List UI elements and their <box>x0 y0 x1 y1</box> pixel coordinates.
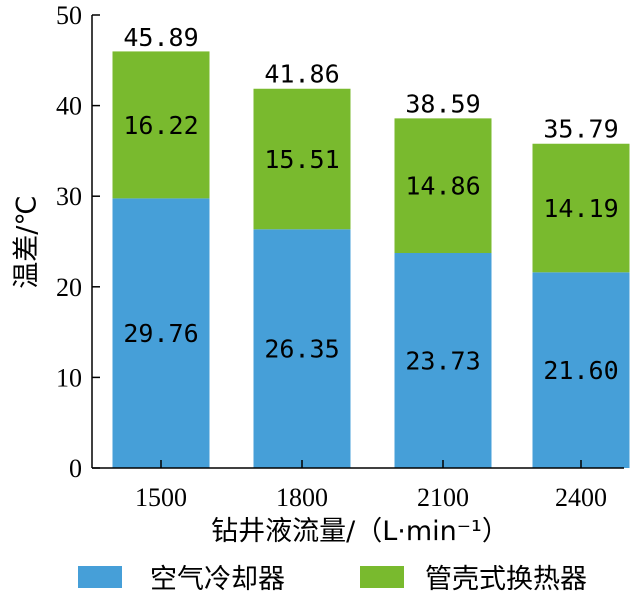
value-labels-group: 29.76 16.22 45.89 26.35 15.51 41.86 23.73 14.86… <box>123 23 618 385</box>
total-label: 41.86 <box>264 60 339 89</box>
value-label-shell-tube-exchanger: 16.22 <box>123 111 198 140</box>
y-tick-label: 20 <box>56 273 82 302</box>
value-label-shell-tube-exchanger: 14.19 <box>543 194 618 223</box>
x-tick-label: 1800 <box>276 483 328 512</box>
axes-group <box>91 15 624 469</box>
x-tick-label: 2100 <box>417 483 469 512</box>
legend-swatch-air-cooler <box>78 566 122 588</box>
total-label: 35.79 <box>543 115 618 144</box>
total-label: 38.59 <box>405 89 480 118</box>
bar-segment-shell-tube-exchanger <box>253 88 351 230</box>
y-tick-label: 0 <box>69 454 82 483</box>
value-label-shell-tube-exchanger: 15.51 <box>264 145 339 174</box>
total-label: 45.89 <box>123 23 198 52</box>
legend: 空气冷却器 管壳式换热器 <box>78 564 587 595</box>
y-tick-label: 30 <box>56 182 82 211</box>
bar-segment-air-cooler <box>394 253 492 468</box>
y-tick-label: 40 <box>56 92 82 121</box>
legend-label-air-cooler: 空气冷却器 <box>150 564 285 595</box>
value-label-air-cooler: 23.73 <box>405 347 480 376</box>
bars-group <box>112 51 630 469</box>
y-tick-label: 10 <box>56 363 82 392</box>
legend-label-shell-tube-exchanger: 管壳式换热器 <box>425 564 587 595</box>
x-ticks-group: 1500 1800 2100 2400 <box>135 460 607 512</box>
y-ticks-group: 0 10 20 30 40 50 <box>56 1 100 483</box>
legend-swatch-shell-tube-exchanger <box>360 566 404 588</box>
bar-segment-shell-tube-exchanger <box>532 143 630 273</box>
bar-segment-shell-tube-exchanger <box>394 118 492 254</box>
bar-segment-air-cooler <box>112 198 210 469</box>
bar-segment-shell-tube-exchanger <box>112 51 210 199</box>
value-label-air-cooler: 26.35 <box>264 335 339 364</box>
value-label-air-cooler: 21.60 <box>543 356 618 385</box>
x-tick-label: 2400 <box>555 483 607 512</box>
y-axis-title: 温差/℃ <box>12 195 43 288</box>
x-axis-title: 钻井液流量/（L·min⁻¹） <box>211 516 509 547</box>
bar-segment-air-cooler <box>253 229 351 468</box>
value-label-air-cooler: 29.76 <box>123 319 198 348</box>
x-tick-label: 1500 <box>135 483 187 512</box>
bar-segment-air-cooler <box>532 272 630 468</box>
value-label-shell-tube-exchanger: 14.86 <box>405 172 480 201</box>
y-tick-label: 50 <box>56 1 82 30</box>
